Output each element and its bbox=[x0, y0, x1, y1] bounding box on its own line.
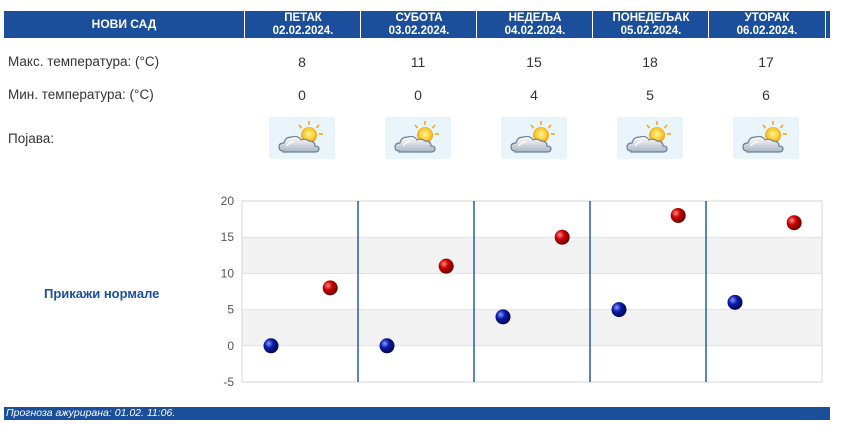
partly-cloudy-sun-icon bbox=[733, 117, 799, 159]
chart-band bbox=[242, 237, 822, 274]
city-name: НОВИ САД bbox=[91, 17, 157, 31]
day-name: СУБОТА bbox=[395, 12, 443, 24]
min-temp-label: Мин. температура: (°C) bbox=[8, 87, 154, 102]
chart-band bbox=[242, 345, 822, 382]
min-temp-point bbox=[727, 294, 743, 310]
y-tick-label: 20 bbox=[221, 194, 235, 208]
min-temp-point bbox=[263, 338, 279, 354]
y-tick-label: 15 bbox=[221, 230, 235, 244]
day-date: 03.02.2024. bbox=[388, 25, 450, 37]
max-temp-value: 17 bbox=[758, 54, 774, 70]
partly-cloudy-sun-icon bbox=[501, 117, 567, 159]
partly-cloudy-sun-icon bbox=[269, 117, 335, 159]
y-tick-label: 0 bbox=[227, 339, 234, 353]
max-temp-point bbox=[322, 280, 338, 296]
min-temp-point bbox=[611, 302, 627, 318]
max-temp-point bbox=[670, 207, 686, 223]
max-temp-point bbox=[554, 229, 570, 245]
chart-band bbox=[242, 201, 822, 238]
day-date: 05.02.2024. bbox=[620, 25, 682, 37]
max-temp-point bbox=[438, 258, 454, 274]
plot-border bbox=[241, 200, 823, 383]
partly-cloudy-sun-icon bbox=[385, 117, 451, 159]
min-temp-value: 0 bbox=[298, 87, 306, 103]
y-tick-label: 5 bbox=[227, 303, 234, 317]
max-temp-value: 15 bbox=[526, 54, 542, 70]
day-date: 04.02.2024. bbox=[504, 25, 566, 37]
chart-band bbox=[242, 309, 822, 346]
forecast-header: НОВИ САД ПЕТАК 02.02.2024. СУБОТА 03.02.… bbox=[4, 11, 830, 38]
min-temp-point bbox=[495, 309, 511, 325]
day-date: 06.02.2024. bbox=[736, 25, 798, 37]
show-normals-link[interactable]: Прикажи нормале bbox=[44, 286, 160, 301]
day-header-1: ПЕТАК 02.02.2024. bbox=[244, 11, 361, 38]
day-name: ПЕТАК bbox=[284, 12, 322, 24]
day-header-2: СУБОТА 03.02.2024. bbox=[360, 11, 477, 38]
forecast-updated-text: Прогноза ажурирана: 01.02. 11:06. bbox=[6, 407, 176, 419]
chart-band bbox=[242, 273, 822, 310]
max-temp-label: Макс. температура: (°C) bbox=[8, 54, 160, 69]
forecast-updated-footer: Прогноза ажурирана: 01.02. 11:06. bbox=[4, 407, 830, 420]
max-temp-value: 8 bbox=[298, 54, 306, 70]
max-temp-value: 11 bbox=[410, 54, 426, 70]
min-temp-value: 6 bbox=[762, 87, 770, 103]
day-header-4: ПОНЕДЕЉАК 05.02.2024. bbox=[592, 11, 709, 38]
max-temp-point bbox=[786, 215, 802, 231]
min-temp-point bbox=[379, 338, 395, 354]
day-name: ПОНЕДЕЉАК bbox=[612, 12, 690, 24]
day-date: 02.02.2024. bbox=[272, 25, 334, 37]
min-temp-value: 5 bbox=[646, 87, 654, 103]
partly-cloudy-sun-icon bbox=[617, 117, 683, 159]
min-temp-value: 4 bbox=[530, 87, 538, 103]
min-temp-value: 0 bbox=[414, 87, 422, 103]
max-temp-value: 18 bbox=[642, 54, 658, 70]
phenomenon-label: Појава: bbox=[8, 131, 54, 146]
y-tick-label: -5 bbox=[223, 375, 234, 389]
day-name: НЕДЕЉА bbox=[508, 12, 562, 24]
y-tick-label: 10 bbox=[221, 266, 235, 280]
day-header-5: УТОРАК 06.02.2024. bbox=[708, 11, 826, 38]
day-name: УТОРАК bbox=[744, 12, 790, 24]
day-header-3: НЕДЕЉА 04.02.2024. bbox=[476, 11, 593, 38]
